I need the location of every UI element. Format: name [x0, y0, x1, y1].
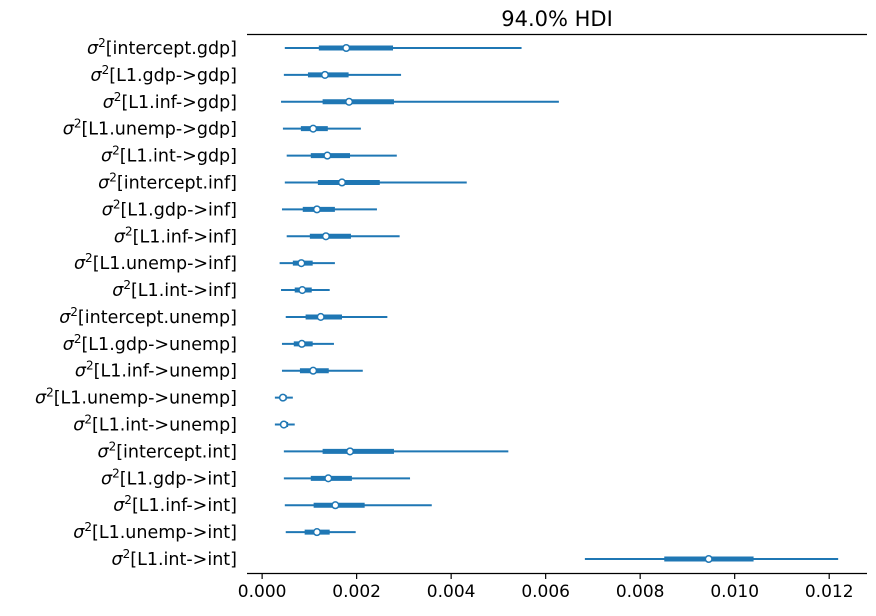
- forest-row: [283, 70, 402, 79]
- row-label: σ2[intercept.gdp]: [87, 36, 237, 59]
- forest-row: [285, 312, 388, 321]
- median-point: [345, 447, 355, 456]
- median-point: [321, 232, 330, 241]
- forest-row: [286, 232, 400, 241]
- forest-row: [281, 339, 334, 348]
- forest-row: [281, 205, 377, 214]
- row-label: σ2[L1.int->unemp]: [73, 413, 237, 436]
- x-tick-label: 0.004: [427, 582, 476, 602]
- row-label: σ2[L1.unemp->unemp]: [35, 386, 237, 409]
- x-tick-label: 0.006: [521, 582, 570, 602]
- forest-row: [284, 501, 432, 510]
- x-tick-label: 0.000: [238, 582, 287, 602]
- row-label: σ2[intercept.inf]: [98, 170, 237, 193]
- forest-row: [274, 393, 293, 402]
- median-point: [320, 70, 330, 79]
- median-point: [297, 339, 306, 348]
- median-point: [704, 554, 713, 564]
- forest-row: [286, 151, 397, 160]
- forest-row: [283, 474, 411, 483]
- row-label: σ2[L1.int->gdp]: [101, 144, 237, 167]
- row-label: σ2[L1.inf->gdp]: [103, 90, 237, 113]
- row-label: σ2[L1.unemp->int]: [73, 520, 237, 543]
- chart-title: 94.0% HDI: [501, 7, 613, 31]
- row-label: σ2[L1.inf->inf]: [114, 224, 237, 247]
- x-tick-label: 0.002: [332, 582, 381, 602]
- forest-row: [281, 97, 559, 106]
- row-label: σ2[L1.inf->unemp]: [75, 359, 237, 382]
- median-point: [312, 205, 321, 214]
- median-point: [324, 474, 333, 483]
- row-label: σ2[L1.int->inf]: [112, 278, 237, 301]
- row-label: σ2[L1.inf->int]: [113, 493, 237, 516]
- forest-row: [274, 420, 295, 429]
- forest-row: [584, 554, 839, 564]
- forest-row: [284, 43, 522, 53]
- median-point: [323, 151, 332, 160]
- median-point: [316, 312, 325, 321]
- row-label: σ2[intercept.unemp]: [59, 305, 237, 328]
- row-label: σ2[L1.gdp->int]: [101, 466, 237, 489]
- forest-row: [279, 259, 335, 268]
- forest-row: [281, 366, 363, 375]
- median-point: [309, 124, 318, 133]
- median-point: [345, 97, 354, 106]
- forest-row: [284, 178, 467, 187]
- median-point: [331, 501, 340, 510]
- row-label: σ2[L1.gdp->gdp]: [91, 63, 237, 86]
- row-label: σ2[L1.unemp->gdp]: [63, 117, 237, 140]
- median-point: [278, 393, 287, 402]
- x-tick-label: 0.008: [616, 582, 665, 602]
- row-label: σ2[L1.gdp->unemp]: [63, 332, 237, 355]
- forest-row: [281, 286, 330, 295]
- median-point: [309, 366, 318, 375]
- x-tick-label: 0.010: [710, 582, 759, 602]
- median-point: [312, 528, 321, 537]
- forest-row: [283, 447, 509, 456]
- median-point: [297, 259, 306, 268]
- x-tick-label: 0.012: [805, 582, 854, 602]
- row-label: σ2[L1.unemp->inf]: [74, 251, 237, 274]
- row-label: σ2[L1.int->int]: [112, 547, 237, 570]
- median-point: [337, 178, 347, 187]
- median-point: [298, 286, 307, 295]
- row-label: σ2[intercept.int]: [97, 439, 237, 462]
- row-label: σ2[L1.gdp->inf]: [102, 197, 237, 220]
- median-point: [279, 420, 288, 429]
- median-point: [342, 43, 351, 53]
- forest-row: [282, 124, 361, 133]
- forest-row: [285, 528, 356, 537]
